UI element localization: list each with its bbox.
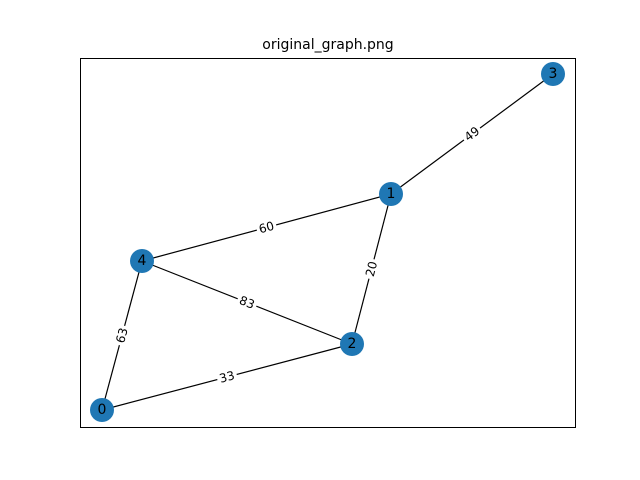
graph-node-1: 1 [379,182,403,206]
edge-weight-label-background [111,323,133,348]
node-circle [541,62,565,86]
node-label: 4 [138,253,147,269]
plot-frame [80,58,576,428]
node-circle [130,249,154,273]
edge-weight-label-group: 49 [459,121,485,147]
graph-node-2: 2 [340,332,364,356]
edge-weight-label-background [361,257,382,281]
node-label: 0 [98,402,107,418]
edge-weight-label-background [459,121,485,147]
plot-title: original_graph.png [262,37,393,53]
edge-weight-label: 20 [363,260,380,278]
edge-weight-label: 83 [237,293,256,312]
edge-weight-label: 63 [113,326,130,344]
edge-weight-label-background [254,217,279,238]
node-label: 3 [549,66,558,82]
edge-weight-label-group: 83 [234,291,260,314]
edge-weight-label-group: 63 [111,323,133,348]
edge-weight-label-group: 33 [215,366,239,388]
graph-node-3: 3 [541,62,565,86]
node-label: 2 [348,336,357,352]
edge-weight-label: 33 [218,368,236,385]
node-circle [90,398,114,422]
graph-node-0: 0 [90,398,114,422]
edge-weight-label: 60 [257,219,275,236]
edge-weight-label-background [234,291,260,314]
edge-labels-layer: 49 60 20 83 63 33 [111,121,485,388]
edge-weight-label-background [215,366,239,388]
node-label: 1 [387,186,396,202]
edge-weight-label-group: 60 [254,217,279,238]
nodes-layer: 0 1 2 3 4 [90,62,565,422]
node-circle [340,332,364,356]
graph-node-4: 4 [130,249,154,273]
edge-weight-label-group: 20 [361,257,382,281]
node-circle [379,182,403,206]
